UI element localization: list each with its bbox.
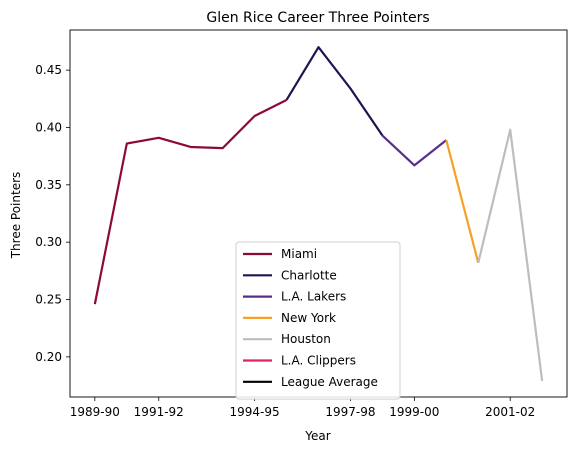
y-tick-label: 0.45: [35, 63, 62, 77]
x-tick-label: 1991-92: [134, 405, 184, 419]
legend-label: New York: [281, 311, 336, 325]
x-tick-label: 2001-02: [485, 405, 535, 419]
y-tick-label: 0.20: [35, 350, 62, 364]
x-axis-label: Year: [304, 429, 330, 443]
x-tick-label: 1994-95: [230, 405, 280, 419]
x-tick-label: 1997-98: [325, 405, 375, 419]
legend-label: L.A. Lakers: [281, 290, 346, 304]
legend-label: Charlotte: [281, 268, 337, 282]
series-line-l-a-lakers: [382, 136, 446, 166]
y-tick-label: 0.40: [35, 120, 62, 134]
y-tick-label: 0.35: [35, 178, 62, 192]
series-line-houston: [478, 130, 542, 381]
legend-label: League Average: [281, 375, 378, 389]
chart-title: Glen Rice Career Three Pointers: [206, 10, 429, 26]
x-tick-label: 1989-90: [70, 405, 120, 419]
legend-label: Houston: [281, 332, 331, 346]
y-axis-label: Three Pointers: [9, 172, 23, 260]
legend-label: Miami: [281, 247, 317, 261]
series-line-charlotte: [287, 47, 383, 135]
x-tick-label: 1999-00: [389, 405, 439, 419]
x-axis: 1989-90 1991-92 1994-95 1997-98 1999-00 2001-…: [70, 397, 535, 419]
series-line-new-york: [446, 140, 478, 263]
y-tick-label: 0.30: [35, 235, 62, 249]
legend: Miami Charlotte L.A. Lakers New York Houston…: [236, 242, 400, 399]
legend-label: L.A. Clippers: [281, 354, 356, 368]
y-tick-label: 0.25: [35, 293, 62, 307]
y-axis: 0.20 0.25 0.30 0.35 0.40 0.45: [35, 63, 70, 364]
